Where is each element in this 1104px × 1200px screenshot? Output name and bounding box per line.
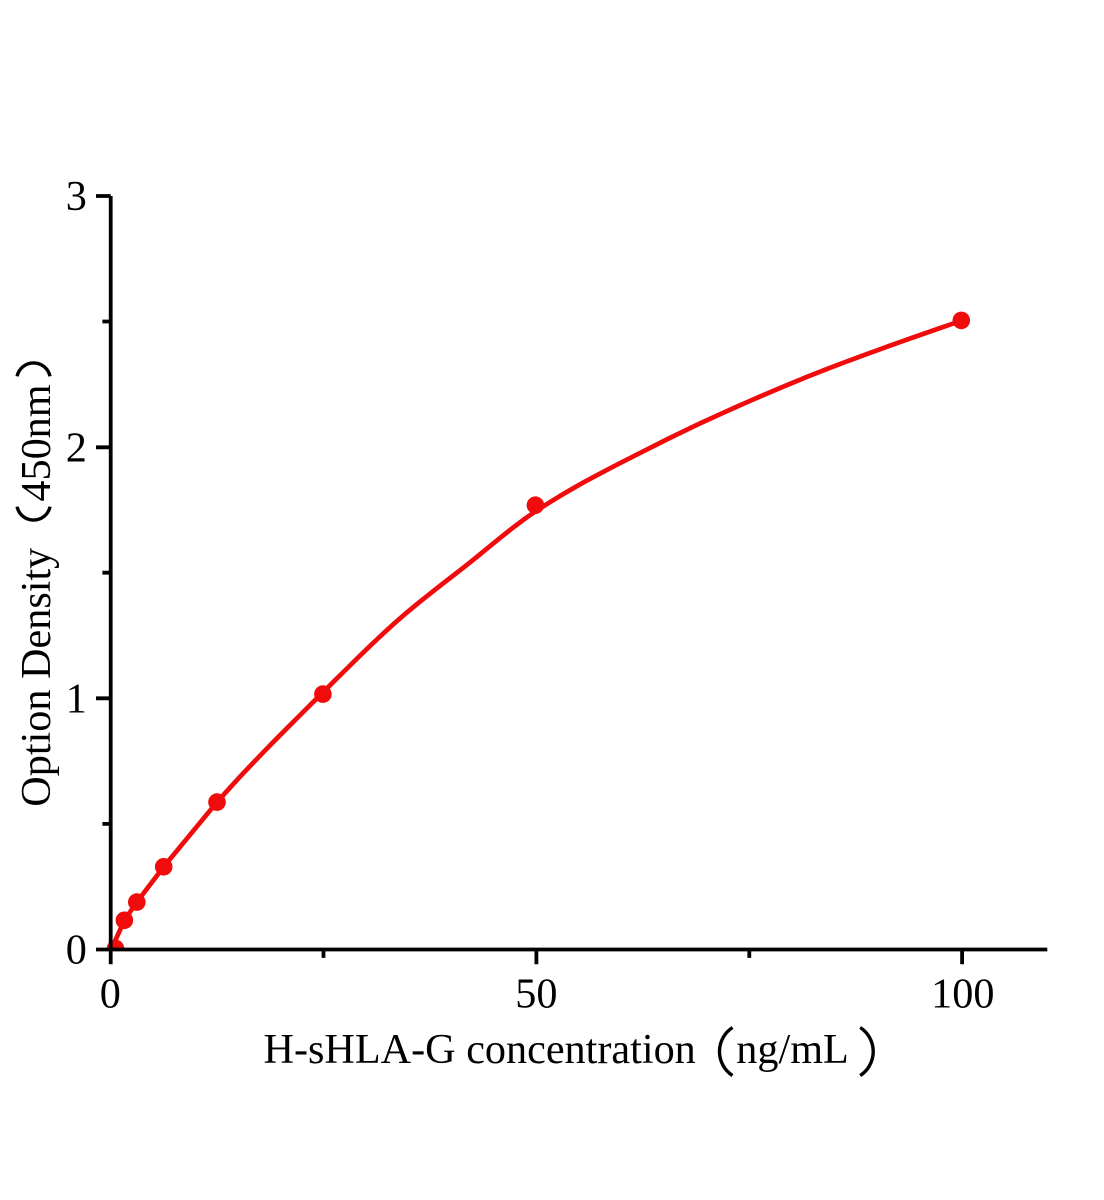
svg-text:ng/mL: ng/mL — [736, 1026, 849, 1073]
svg-text:100: 100 — [931, 971, 994, 1018]
svg-text:50: 50 — [515, 971, 557, 1018]
svg-text:450nm: 450nm — [13, 384, 60, 501]
svg-text:2: 2 — [66, 425, 87, 472]
svg-text:Option Density: Option Density — [13, 548, 60, 807]
svg-text:0: 0 — [66, 927, 87, 974]
svg-text:0: 0 — [100, 971, 121, 1018]
svg-text:3: 3 — [66, 173, 87, 220]
svg-text:1: 1 — [66, 676, 87, 723]
svg-text:H-sHLA-G concentration: H-sHLA-G concentration — [264, 1026, 696, 1073]
